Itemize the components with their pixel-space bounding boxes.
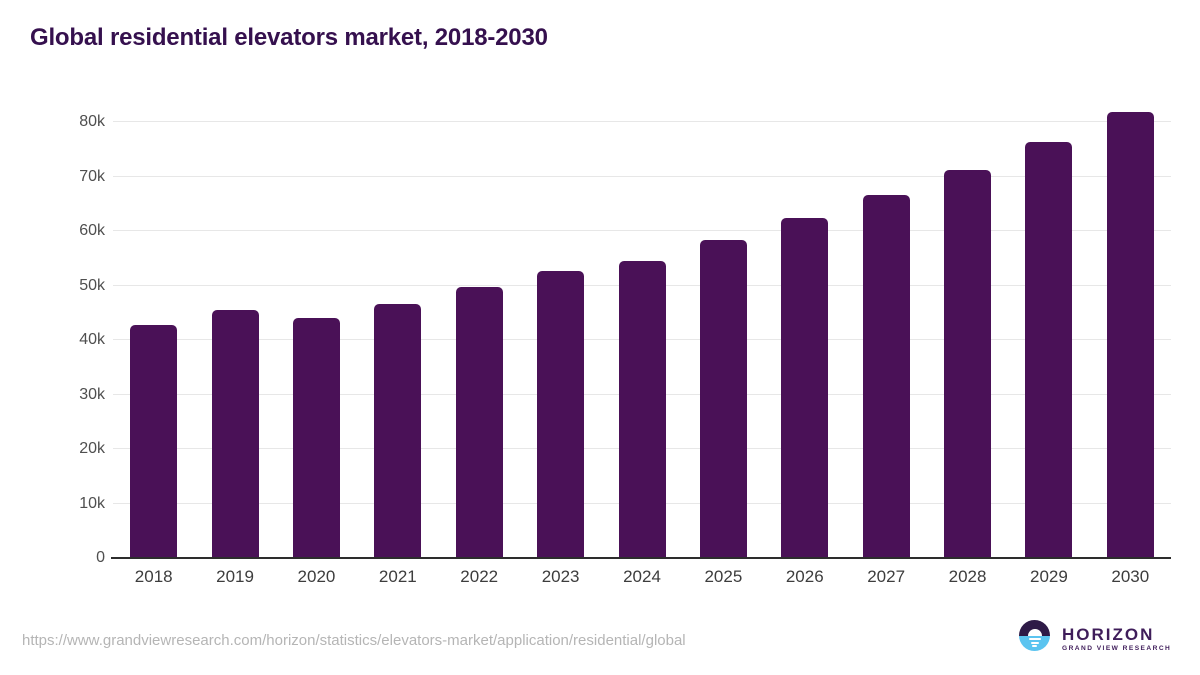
chart-title: Global residential elevators market, 201…: [30, 24, 548, 51]
x-tick-label-2027: 2027: [867, 567, 906, 586]
plot-area: Market Size (US$M) 010k20k30k40k50k60k70…: [79, 95, 1171, 586]
y-tick-label-60k: 60k: [79, 222, 105, 240]
bar-2024: [618, 260, 666, 558]
bar-2023: [537, 270, 585, 558]
x-tick-label-2023: 2023: [541, 567, 580, 586]
x-tick-label-2022: 2022: [460, 567, 499, 586]
logo-subbrand-name: GRAND VIEW RESEARCH: [1062, 645, 1172, 652]
x-tick-label-2029: 2029: [1030, 567, 1068, 586]
bar-2030: [1106, 111, 1154, 558]
x-tick-label-2018: 2018: [134, 567, 173, 586]
bar-2026: [781, 218, 829, 558]
y-tick-label-50k: 50k: [79, 276, 105, 294]
logo-reflection-line: [1032, 645, 1037, 647]
bar-2029: [1025, 142, 1073, 558]
y-tick-label-30k: 30k: [79, 385, 105, 403]
bar-2025: [699, 239, 747, 558]
logo-text: HORIZON GRAND VIEW RESEARCH: [1062, 626, 1171, 652]
x-tick-label-2021: 2021: [378, 567, 417, 586]
x-tick-label-2026: 2026: [785, 567, 824, 586]
bar-2020: [292, 317, 340, 558]
horizon-logo-icon: [1019, 620, 1050, 651]
logo-brand-name: HORIZON: [1062, 625, 1155, 644]
y-tick-label-20k: 20k: [79, 440, 105, 458]
gridline-60k: [113, 230, 1171, 232]
x-tick-label-2020: 2020: [297, 567, 336, 586]
logo-reflection-line: [1028, 637, 1041, 640]
y-tick-label-80k: 80k: [79, 113, 105, 131]
y-tick-label-40k: 40k: [79, 331, 105, 349]
x-tick-label-2019: 2019: [216, 567, 254, 586]
x-tick-label-2028: 2028: [948, 567, 987, 586]
y-tick-label-10k: 10k: [79, 494, 105, 512]
x-tick-label-2025: 2025: [704, 567, 743, 586]
bar-2027: [862, 195, 910, 558]
bar-2018: [130, 325, 178, 558]
y-tick-label-70k: 70k: [79, 167, 105, 185]
x-tick-label-2030: 2030: [1111, 567, 1150, 586]
logo-sky-half: [1019, 620, 1050, 636]
bar-2021: [374, 303, 422, 558]
gridline-70k: [113, 175, 1171, 177]
logo-reflection-line: [1030, 641, 1039, 644]
source-url: https://www.grandviewresearch.com/horizo…: [22, 632, 686, 649]
horizon-logo: HORIZON GRAND VIEW RESEARCH: [1019, 620, 1179, 658]
x-tick-label-2024: 2024: [623, 567, 661, 586]
y-tick-label-0: 0: [96, 549, 105, 566]
logo-sun-icon: [1027, 628, 1042, 636]
bar-2028: [944, 170, 992, 558]
bar-2019: [211, 310, 259, 558]
bar-2022: [455, 287, 503, 558]
gridline-80k: [113, 121, 1171, 123]
x-axis-line: [111, 557, 1171, 559]
